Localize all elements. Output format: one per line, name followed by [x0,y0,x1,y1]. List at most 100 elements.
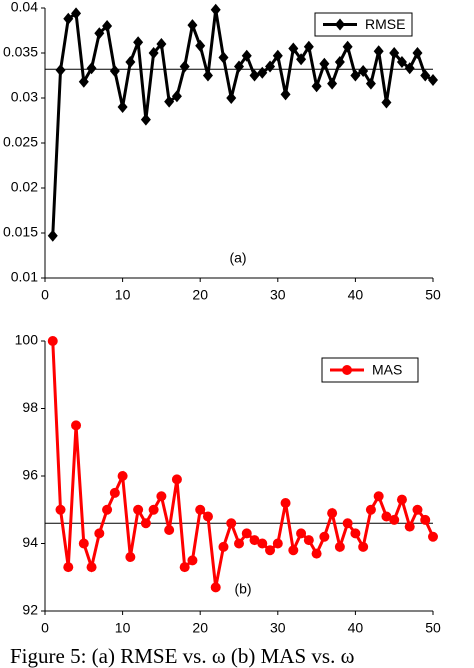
marker [249,535,260,546]
marker [140,518,151,529]
marker [156,491,167,502]
marker [303,40,314,53]
marker [117,101,128,113]
marker [420,514,431,525]
marker [78,538,89,549]
marker [404,521,415,532]
y-tick-label: 92 [22,602,38,618]
marker [187,19,198,32]
marker [148,504,159,515]
marker [412,504,423,515]
legend-box [314,12,413,37]
y-tick-label: 100 [15,332,39,348]
marker [358,541,369,552]
marker [381,96,392,109]
marker [55,504,66,515]
marker [71,7,82,20]
marker [272,49,283,62]
marker [226,92,237,104]
x-tick-label: 30 [270,287,286,303]
marker [148,47,159,59]
x-tick-label: 40 [348,287,364,303]
marker [117,471,128,481]
marker [234,538,244,549]
marker [86,562,97,573]
legend-label: RMSE [365,16,405,32]
marker [179,60,190,73]
marker [109,65,120,77]
marker [133,504,144,515]
marker [358,65,369,77]
annotation: (b) [234,581,251,597]
marker [296,53,307,66]
marker [365,77,376,90]
y-tick-label: 0.04 [11,0,38,15]
y-tick-label: 0.03 [11,89,38,105]
marker [234,60,244,73]
marker [272,538,283,549]
marker [373,491,384,502]
marker [288,545,299,556]
marker [226,518,237,529]
marker [47,229,58,242]
marker [381,511,392,522]
caption: Figure 5: (a) RMSE vs. ω (b) MAS vs. ω [10,644,354,668]
marker [257,538,268,549]
marker [373,45,384,58]
marker [265,545,276,556]
marker [164,525,175,535]
marker [125,56,136,68]
marker [311,80,322,93]
marker [350,528,361,539]
annotation: (a) [229,250,246,266]
marker [63,12,74,25]
marker [342,40,353,53]
marker [63,562,74,573]
marker [210,3,221,16]
marker [241,49,252,62]
x-tick-label: 20 [192,287,208,303]
marker [202,511,213,522]
legend-marker [342,365,352,375]
marker [311,548,322,559]
marker [164,95,175,108]
legend-marker [335,18,345,31]
marker [55,64,66,77]
marker [280,498,291,508]
y-tick-label: 0.015 [3,224,38,240]
x-tick-label: 0 [41,287,49,303]
marker [334,56,345,68]
y-tick-label: 96 [22,467,38,483]
y-tick-label: 0.02 [11,179,38,195]
x-tick-label: 50 [425,287,441,303]
marker [389,514,400,525]
x-tick-label: 20 [192,620,208,636]
marker [171,90,182,103]
marker [342,518,353,529]
marker [179,562,190,573]
x-tick-label: 10 [115,620,131,636]
x-tick-label: 0 [41,620,49,636]
marker [94,528,105,539]
marker [102,504,113,515]
y-tick-label: 0.01 [11,269,38,285]
marker [396,56,407,68]
x-tick-label: 40 [348,620,364,636]
marker [133,36,144,49]
marker [319,57,330,70]
marker [389,47,400,59]
marker [334,541,345,552]
marker [280,88,291,101]
legend-label: MAS [372,362,402,378]
x-tick-label: 10 [115,287,131,303]
marker [202,69,213,82]
marker [218,541,229,552]
y-tick-label: 0.035 [3,44,38,60]
marker [156,38,167,50]
marker [86,62,97,75]
marker [404,62,415,75]
marker [350,69,361,82]
marker [195,39,206,52]
marker [109,487,120,498]
